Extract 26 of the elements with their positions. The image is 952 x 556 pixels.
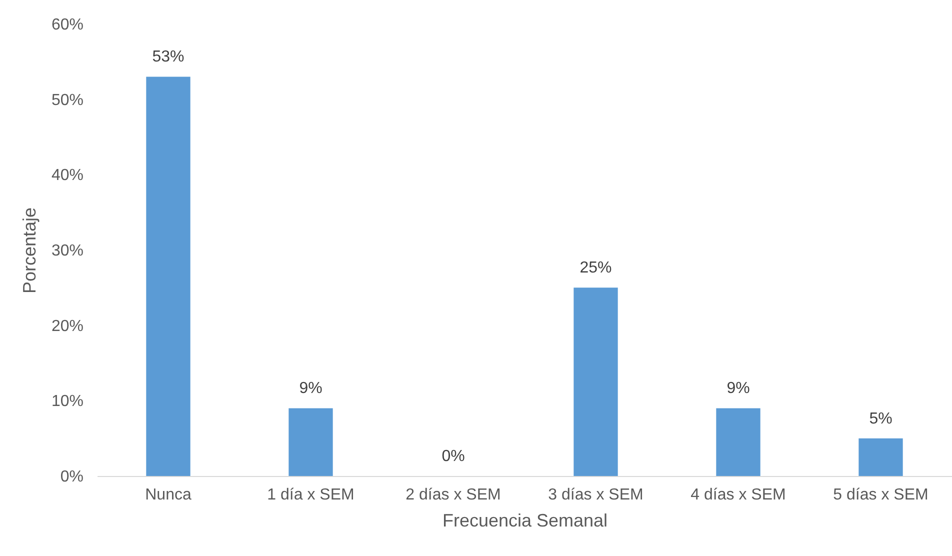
data-label: 53% (152, 48, 184, 66)
bar (146, 76, 190, 476)
x-tick-label: 1 día x SEM (267, 486, 354, 504)
data-label: 25% (580, 260, 612, 277)
x-tick-label: 5 días x SEM (833, 486, 928, 504)
x-tick-label: 2 días x SEM (406, 486, 501, 504)
y-tick-label: 60% (51, 16, 84, 34)
y-tick-label: 10% (51, 393, 84, 410)
x-tick-label: 3 días x SEM (548, 486, 644, 504)
x-tick-label: Nunca (145, 486, 192, 504)
x-tick-label: 4 días x SEM (690, 486, 786, 504)
y-tick-label: 0% (60, 468, 84, 486)
y-tick-label: 20% (51, 318, 84, 335)
y-tick-label: 30% (51, 242, 84, 260)
data-label: 9% (726, 380, 750, 398)
x-axis-title: Frecuencia Semanal (442, 510, 608, 530)
data-label: 9% (299, 380, 322, 398)
bar (858, 438, 903, 476)
bar (574, 288, 618, 476)
y-axis-title: Porcentaje (19, 207, 40, 294)
data-label: 0% (442, 448, 465, 465)
bar (716, 408, 760, 476)
data-label: 5% (869, 410, 892, 428)
bar (288, 408, 333, 476)
y-tick-label: 40% (51, 167, 84, 184)
y-tick-label: 50% (51, 92, 84, 109)
